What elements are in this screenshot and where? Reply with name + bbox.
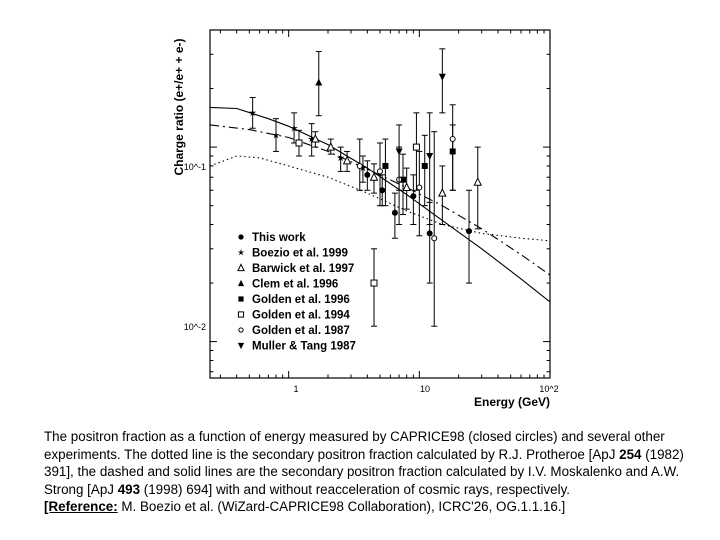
open-circle-marker — [356, 162, 363, 169]
caption-text: The positron fraction as a function of e… — [44, 428, 704, 498]
reference-label: [Reference: — [44, 499, 118, 514]
y-axis-label: Charge ratio (e+/e+ + e-) — [172, 38, 186, 175]
filled-triangle-marker — [237, 279, 245, 287]
legend-label: Boezio et al. 1999 — [252, 248, 348, 260]
caption-part-3: (1998) 694] with and without reaccelerat… — [140, 481, 570, 497]
open-triangle-marker — [402, 182, 411, 191]
open-triangle-marker — [326, 141, 336, 151]
filled-circle-marker — [426, 230, 433, 237]
legend-label: Muller & Tang 1987 — [252, 341, 356, 353]
x-tick-label: 10 — [420, 384, 430, 394]
legend: This work Boezio et al. 1999 Barwick et al… — [237, 232, 356, 353]
filled-square-marker — [382, 162, 389, 169]
axis-ticks — [210, 29, 551, 378]
legend-label: Clem et al. 1996 — [252, 279, 338, 291]
legend-label: Golden et al. 1987 — [252, 325, 350, 337]
filled-square-marker — [421, 162, 428, 169]
open-circle-marker — [449, 136, 456, 143]
y-tick-label: 10^-1 — [184, 162, 206, 172]
x-tick-label-text: 10^2 — [539, 384, 558, 394]
x-tick-label: 1 — [293, 384, 298, 394]
filled-triangle-marker — [315, 78, 323, 86]
filled-circle-marker — [238, 234, 244, 240]
filled-circle-marker — [466, 228, 473, 235]
open-square-marker — [370, 279, 378, 287]
filled-circle-marker — [410, 193, 417, 200]
star-marker — [336, 153, 345, 162]
reference-text: M. Boezio et al. (WiZard-CAPRICE98 Colla… — [117, 499, 566, 514]
x-tick-label: 10^2 — [539, 384, 558, 394]
caption-reference: [Reference: M. Boezio et al. (WiZard-CAP… — [44, 498, 704, 516]
curve-dashed — [209, 124, 551, 276]
legend-label: This work — [252, 232, 306, 244]
filled-circle-marker — [391, 209, 398, 216]
filled-square-marker — [400, 176, 407, 183]
y-tick-label: 10^-2 — [184, 322, 206, 332]
legend-label: Golden et al. 1996 — [252, 294, 350, 306]
caption-volume-1: 254 — [619, 446, 642, 462]
star-marker — [307, 135, 316, 143]
positron-fraction-chart: 1 10 10^2 10^-1 10^-2 Energy (GeV) Charg… — [172, 29, 559, 409]
star-marker — [272, 131, 280, 139]
filled-square-marker — [238, 296, 244, 302]
filled-down-triangle-marker — [438, 73, 446, 81]
filled-down-triangle-marker — [395, 148, 403, 156]
legend-label: Barwick et al. 1997 — [252, 263, 354, 275]
star-marker — [359, 164, 367, 172]
legend-label: Golden et al. 1994 — [252, 310, 350, 322]
filled-down-triangle-marker — [237, 342, 245, 350]
open-triangle-marker — [369, 172, 379, 181]
open-triangle-marker — [438, 188, 447, 197]
open-square-marker — [412, 143, 420, 151]
filled-down-triangle-marker — [426, 153, 434, 161]
open-triangle-marker — [237, 263, 245, 272]
open-circle-marker — [416, 184, 423, 191]
x-axis-label: Energy (GeV) — [474, 395, 550, 409]
open-triangle-marker — [342, 155, 352, 165]
open-circle-marker — [377, 168, 383, 175]
caption-part-2: (1982) 391], the dashed and solid lines … — [44, 446, 684, 497]
open-circle-marker — [431, 235, 438, 242]
filled-circle-marker — [379, 187, 386, 194]
open-triangle-marker — [311, 133, 320, 143]
caption-part-1: The positron fraction as a function of e… — [44, 429, 665, 462]
data-points — [248, 48, 483, 327]
open-square-marker — [295, 139, 303, 147]
open-circle-marker — [238, 327, 244, 333]
figure-caption: The positron fraction as a function of e… — [44, 428, 704, 516]
open-triangle-marker — [473, 177, 483, 186]
star-marker — [248, 108, 257, 117]
caption-volume-2: 493 — [117, 481, 141, 497]
star-marker — [237, 248, 245, 256]
open-square-marker — [237, 311, 245, 318]
star-marker — [290, 124, 298, 132]
filled-circle-marker — [364, 171, 371, 178]
